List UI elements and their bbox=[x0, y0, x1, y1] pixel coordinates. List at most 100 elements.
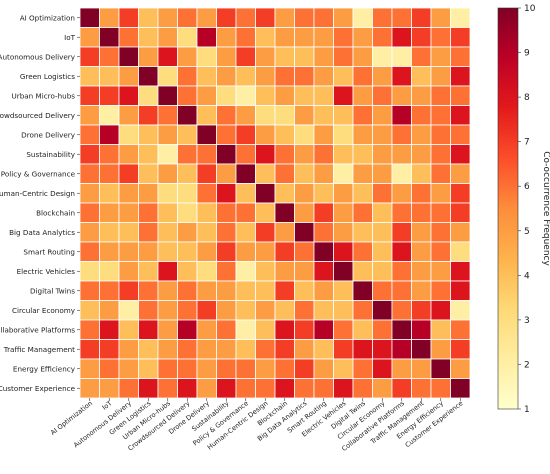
heatmap-cell bbox=[450, 202, 471, 223]
heatmap-cell bbox=[157, 378, 178, 399]
y-tick-label: Electric Vehicles bbox=[17, 267, 76, 276]
heatmap-cell bbox=[294, 7, 315, 28]
colorbar-tick-label: 9 bbox=[524, 49, 530, 59]
heatmap-cell bbox=[79, 241, 100, 262]
heatmap-cell bbox=[450, 339, 471, 360]
heatmap-cell bbox=[391, 66, 412, 87]
heatmap-cell bbox=[352, 202, 373, 223]
heatmap-cell bbox=[430, 261, 451, 282]
heatmap-cell bbox=[177, 261, 198, 282]
heatmap-cell bbox=[235, 66, 256, 87]
heatmap-cell bbox=[235, 280, 256, 301]
heatmap-cell bbox=[333, 183, 354, 204]
y-tick-label: Human-Centric Design bbox=[0, 189, 75, 198]
heatmap-cell bbox=[430, 222, 451, 243]
heatmap-cell bbox=[352, 261, 373, 282]
heatmap-cell bbox=[99, 7, 120, 28]
heatmap-cell bbox=[177, 241, 198, 262]
heatmap-cell bbox=[450, 46, 471, 67]
heatmap-cell bbox=[118, 66, 139, 87]
heatmap-cell bbox=[450, 280, 471, 301]
heatmap-cell bbox=[196, 163, 217, 184]
heatmap-cell bbox=[294, 183, 315, 204]
heatmap-cell bbox=[99, 261, 120, 282]
heatmap-cell bbox=[391, 144, 412, 165]
heatmap-cell bbox=[274, 85, 295, 106]
y-tick-label: AI Optimization bbox=[20, 13, 75, 22]
heatmap-cell bbox=[352, 163, 373, 184]
heatmap-cell bbox=[99, 46, 120, 67]
heatmap-cell bbox=[411, 339, 432, 360]
heatmap-cell bbox=[235, 163, 256, 184]
heatmap-cell bbox=[430, 339, 451, 360]
heatmap-cell bbox=[450, 7, 471, 28]
heatmap-cell bbox=[333, 105, 354, 126]
heatmap-cell bbox=[391, 163, 412, 184]
heatmap-cell bbox=[391, 85, 412, 106]
heatmap-cell bbox=[118, 46, 139, 67]
heatmap-cell bbox=[430, 202, 451, 223]
heatmap-cell bbox=[235, 319, 256, 340]
heatmap-cell bbox=[216, 339, 237, 360]
heatmap-cell bbox=[255, 85, 276, 106]
heatmap-cell bbox=[216, 241, 237, 262]
heatmap-cell bbox=[157, 358, 178, 379]
heatmap-cell bbox=[118, 222, 139, 243]
heatmap-cell bbox=[196, 300, 217, 321]
heatmap-cell bbox=[294, 144, 315, 165]
heatmap-cell bbox=[138, 46, 159, 67]
heatmap-cell bbox=[391, 358, 412, 379]
heatmap-cell bbox=[313, 339, 334, 360]
heatmap-cell bbox=[294, 222, 315, 243]
heatmap-cell bbox=[196, 7, 217, 28]
heatmap-cell bbox=[216, 222, 237, 243]
heatmap-cell bbox=[177, 46, 198, 67]
heatmap-cell bbox=[274, 105, 295, 126]
heatmap-cell bbox=[333, 222, 354, 243]
heatmap-cell bbox=[255, 378, 276, 399]
heatmap-cell bbox=[430, 300, 451, 321]
heatmap-cell bbox=[216, 105, 237, 126]
heatmap-cell bbox=[313, 7, 334, 28]
heatmap-cell bbox=[138, 124, 159, 145]
heatmap-cell bbox=[196, 241, 217, 262]
y-tick-label: Smart Routing bbox=[23, 247, 75, 256]
heatmap-cell bbox=[79, 105, 100, 126]
heatmap-cell bbox=[313, 46, 334, 67]
heatmap-cell bbox=[372, 163, 393, 184]
heatmap-cell bbox=[177, 319, 198, 340]
heatmap-cell bbox=[411, 46, 432, 67]
heatmap-cell bbox=[430, 66, 451, 87]
heatmap-cell bbox=[430, 280, 451, 301]
heatmap-cell bbox=[313, 66, 334, 87]
heatmap-cell bbox=[294, 85, 315, 106]
heatmap-cell bbox=[372, 46, 393, 67]
y-tick-label: Sustainability bbox=[26, 150, 75, 159]
heatmap-cell bbox=[294, 339, 315, 360]
heatmap-cell bbox=[235, 378, 256, 399]
heatmap-cell bbox=[138, 105, 159, 126]
colorbar-tick-label: 6 bbox=[524, 182, 530, 192]
colorbar-tick-label: 2 bbox=[524, 360, 530, 370]
heatmap-cell bbox=[118, 105, 139, 126]
heatmap-cell bbox=[391, 261, 412, 282]
y-tick-label: Energy Efficiency bbox=[13, 364, 76, 373]
heatmap-cell bbox=[118, 124, 139, 145]
heatmap-cell bbox=[450, 300, 471, 321]
heatmap-cell bbox=[274, 300, 295, 321]
heatmap-cell bbox=[138, 144, 159, 165]
heatmap-cell bbox=[411, 27, 432, 48]
heatmap-cell bbox=[430, 144, 451, 165]
heatmap-cell bbox=[99, 27, 120, 48]
heatmap-cell bbox=[313, 261, 334, 282]
y-tick-label: Policy & Governance bbox=[1, 169, 76, 178]
heatmap-cell bbox=[372, 7, 393, 28]
colorbar: 1 2 3 4 5 6 7 8 9 10 Co-occurrence Frequency bbox=[497, 4, 550, 415]
heatmap-cell bbox=[450, 27, 471, 48]
heatmap-cell bbox=[411, 222, 432, 243]
heatmap-cells bbox=[79, 7, 471, 399]
heatmap-cell bbox=[79, 358, 100, 379]
heatmap-cell bbox=[313, 280, 334, 301]
heatmap-cell bbox=[352, 280, 373, 301]
